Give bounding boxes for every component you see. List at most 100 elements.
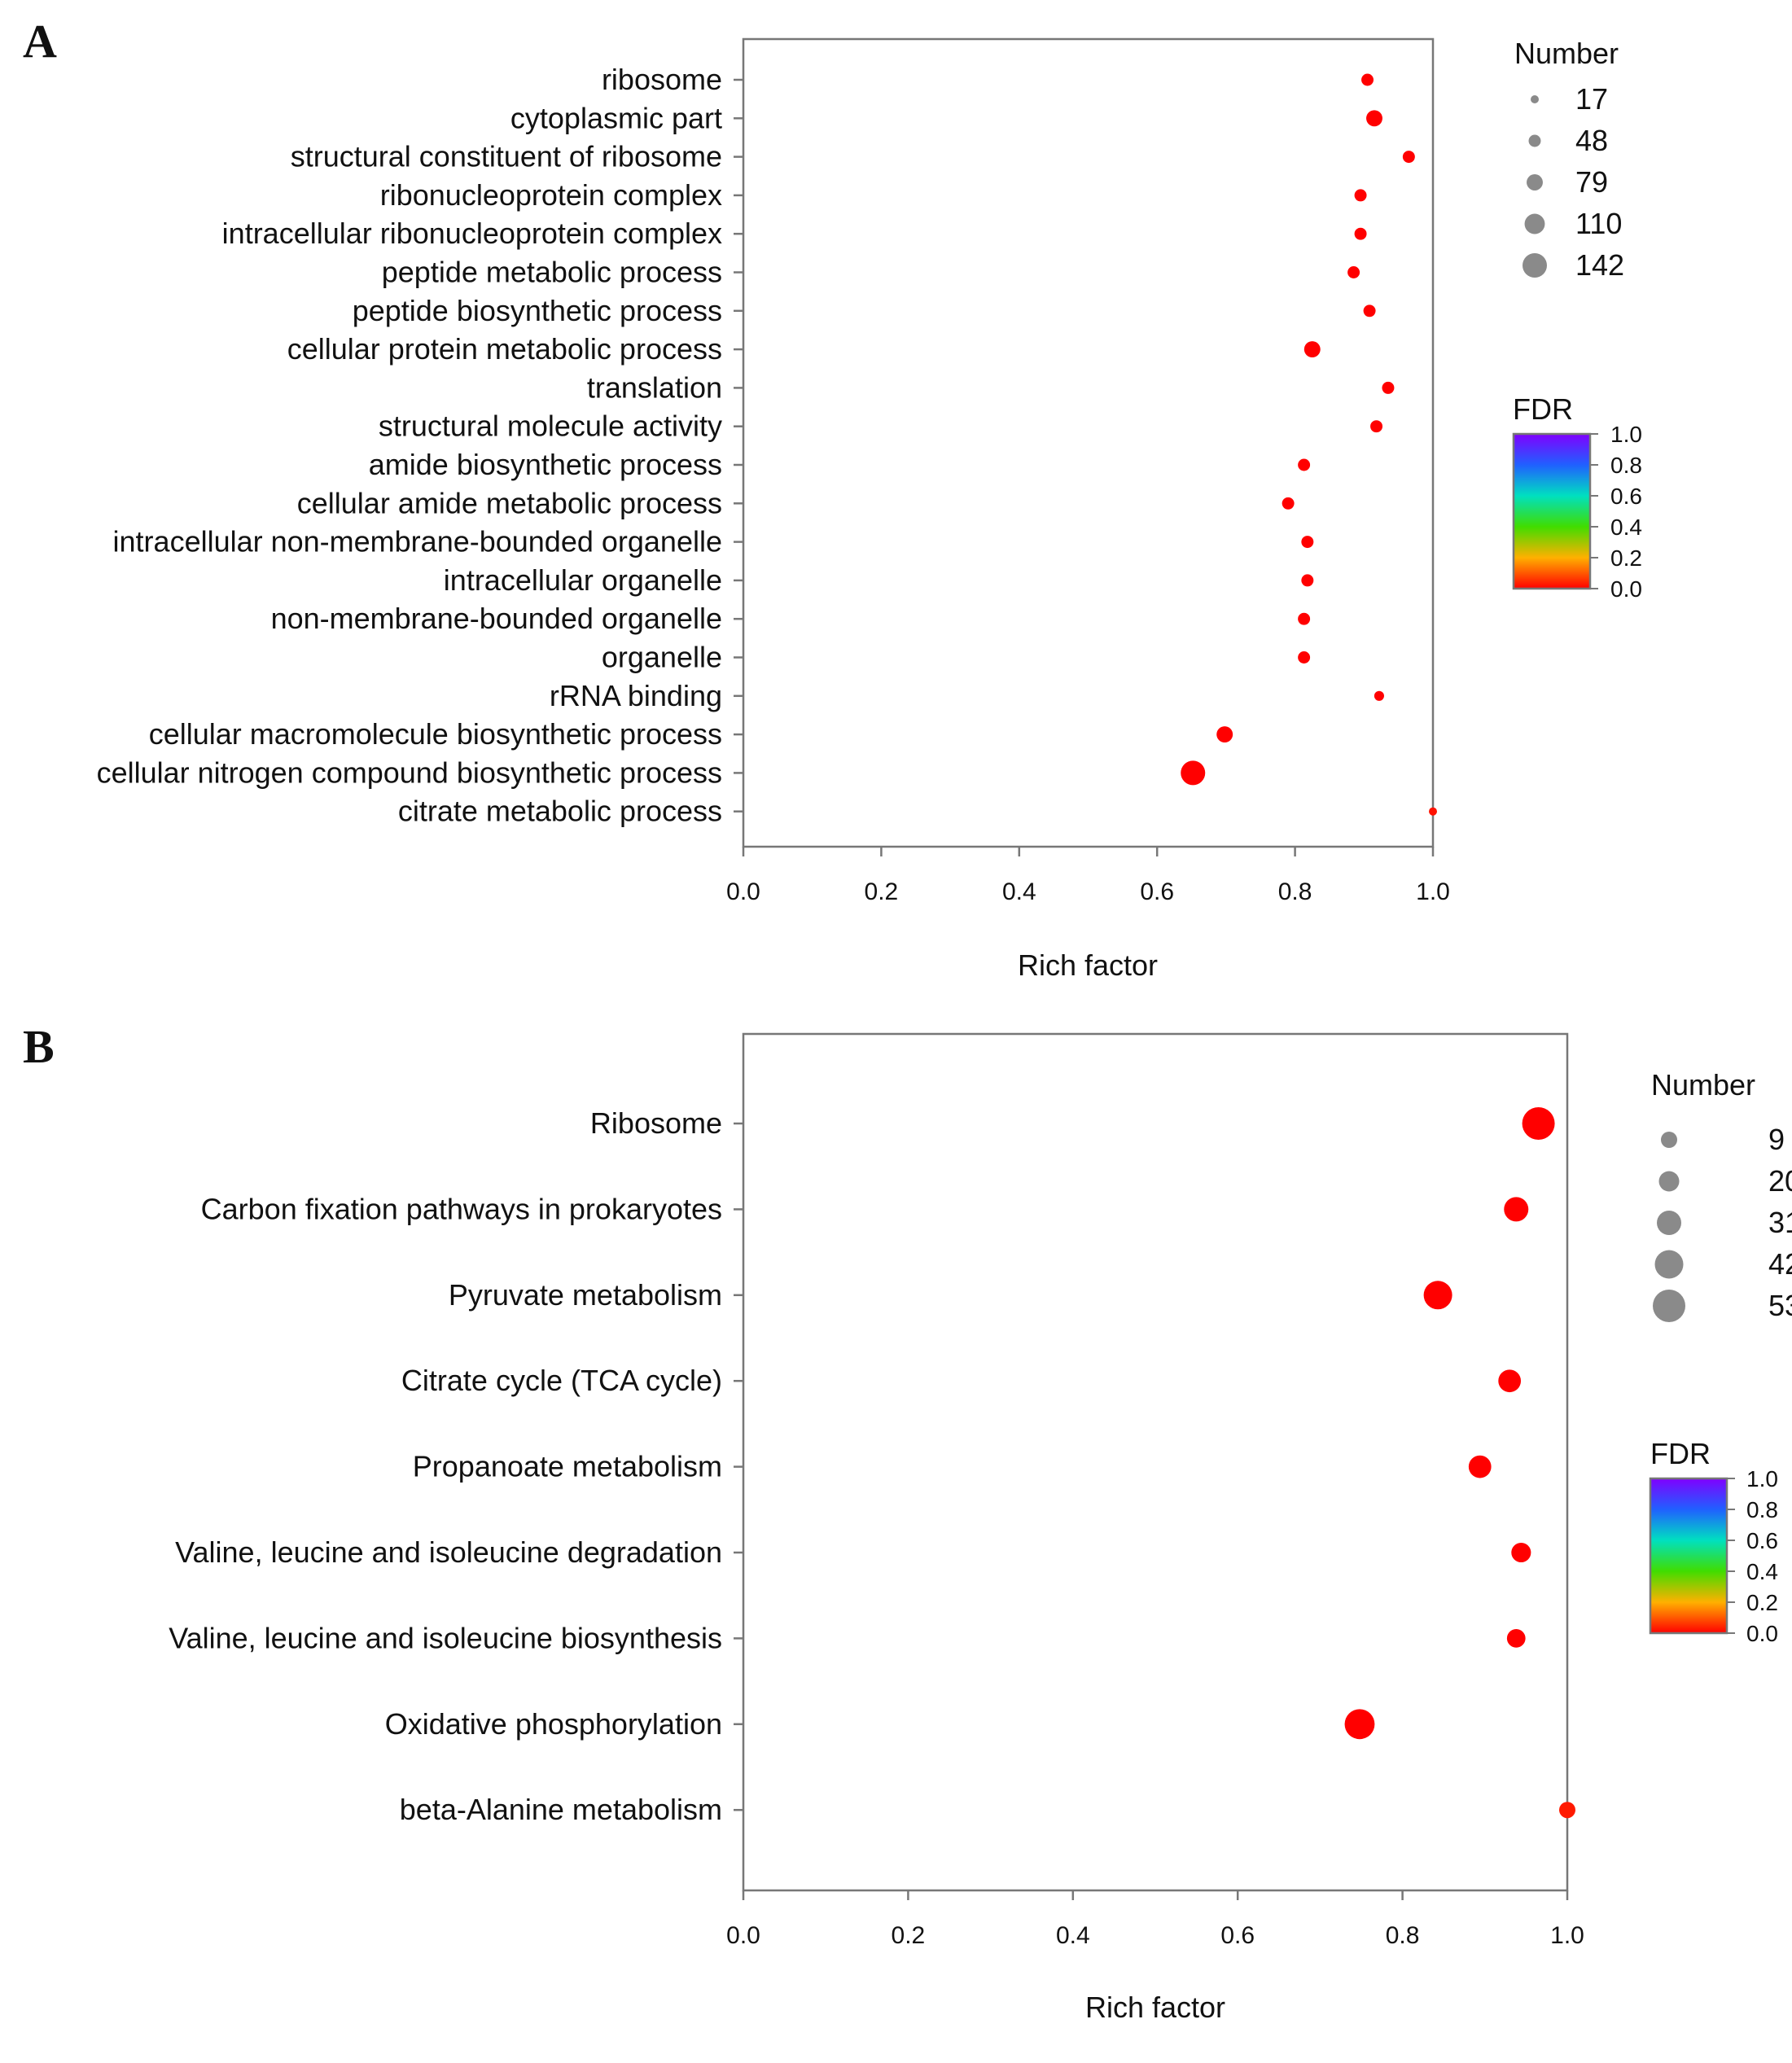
fdr-tick-label: 1.0 [1610, 422, 1642, 447]
y-category-label: ribonucleoprotein complex [380, 178, 722, 212]
data-point [1498, 1369, 1522, 1393]
y-category-label: Valine, leucine and isoleucine biosynthe… [169, 1621, 722, 1654]
fdr-colorbar [1512, 432, 1592, 590]
plot-frame [742, 37, 1435, 848]
size-legend-value: 79 [1575, 165, 1608, 199]
y-category-label: cellular nitrogen compound biosynthetic … [97, 756, 722, 789]
y-category-label: Valine, leucine and isoleucine degradati… [175, 1535, 722, 1569]
x-tick-label: 1.0 [1550, 1922, 1584, 1949]
data-point [1344, 1709, 1375, 1740]
data-point [1361, 73, 1374, 86]
y-category-label: non-membrane-bounded organelle [271, 602, 722, 635]
y-category-label: cellular macromolecule biosynthetic proc… [149, 717, 722, 751]
y-category-label: Carbon fixation pathways in prokaryotes [201, 1192, 722, 1225]
panel-b-chart: Ribosome Carbon fixation pathways in prok… [169, 1032, 1792, 2024]
x-tick-label: 0.6 [1220, 1922, 1255, 1949]
data-point [1468, 1455, 1492, 1478]
x-tick-label: 0.8 [1386, 1922, 1420, 1949]
fdr-tick-label: 0.2 [1746, 1590, 1778, 1615]
size-legend-value: 48 [1575, 124, 1608, 157]
data-point [1298, 458, 1311, 471]
data-point [1216, 726, 1233, 743]
fdr-legend-title: FDR [1650, 1437, 1711, 1470]
data-point [1298, 651, 1311, 664]
data-point [1374, 690, 1384, 701]
data-point [1522, 1107, 1555, 1140]
size-legend-value: 31 [1768, 1206, 1792, 1239]
y-category-label: intracellular non-membrane-bounded organ… [113, 525, 722, 558]
size-legend-value: 17 [1575, 82, 1608, 116]
fdr-tick-label: 1.0 [1746, 1466, 1778, 1491]
panel-a-label: A [23, 15, 57, 68]
y-category-label: intracellular organelle [444, 563, 722, 597]
fdr-tick-label: 0.4 [1746, 1559, 1778, 1584]
y-category-label: amide biosynthetic process [369, 448, 722, 481]
y-category-label: structural constituent of ribosome [291, 140, 722, 173]
y-category-label: organelle [602, 641, 722, 674]
data-point [1282, 497, 1295, 510]
y-category-label: Propanoate metabolism [413, 1450, 722, 1483]
panel-b-label: B [23, 1020, 55, 1073]
y-category-label: cytoplasmic part [510, 101, 722, 134]
size-legend-marker [1658, 1171, 1680, 1192]
y-category-label: cellular protein metabolic process [287, 332, 722, 366]
data-point [1506, 1629, 1526, 1648]
fdr-tick-label: 0.8 [1610, 453, 1642, 478]
size-legend-marker [1661, 1132, 1677, 1148]
x-tick-label: 0.0 [726, 1922, 760, 1949]
y-category-label: cellular amide metabolic process [297, 486, 722, 519]
x-tick-label: 0.6 [1140, 878, 1174, 905]
data-point [1354, 227, 1367, 240]
y-category-label: Pyruvate metabolism [449, 1278, 722, 1312]
y-category-label: citrate metabolic process [398, 795, 722, 828]
data-point [1301, 536, 1314, 549]
size-legend-value: 110 [1575, 207, 1622, 240]
size-legend-marker [1523, 253, 1547, 278]
y-category-label: translation [587, 370, 722, 404]
x-axis-title: Rich factor [1018, 948, 1158, 982]
data-point [1301, 574, 1314, 587]
data-point [1370, 420, 1383, 433]
x-tick-label: 0.4 [1002, 878, 1036, 905]
data-point [1181, 760, 1206, 786]
size-legend-title: Number [1514, 37, 1619, 70]
size-legend-value: 42 [1768, 1247, 1792, 1281]
x-tick-label: 0.4 [1056, 1922, 1090, 1949]
size-legend-marker [1524, 213, 1545, 234]
size-legend-marker [1657, 1211, 1681, 1235]
y-category-label: Citrate cycle (TCA cycle) [401, 1364, 722, 1397]
y-category-label: structural molecule activity [379, 410, 722, 443]
fdr-colorbar [1649, 1477, 1728, 1635]
data-point [1423, 1281, 1452, 1310]
data-point [1354, 189, 1367, 202]
panel-a-chart: ribosome cytoplasmic part structural const… [97, 37, 1642, 982]
size-legend-value: 9 [1768, 1123, 1785, 1156]
x-tick-label: 0.2 [865, 878, 899, 905]
data-point [1303, 341, 1321, 358]
y-category-label: intracellular ribonucleoprotein complex [222, 217, 722, 250]
size-legend-marker [1528, 134, 1541, 147]
data-point [1382, 381, 1395, 394]
fdr-tick-label: 0.0 [1610, 576, 1642, 602]
y-category-label: peptide metabolic process [382, 256, 722, 289]
y-category-label: beta-Alanine metabolism [400, 1793, 722, 1826]
size-legend-title: Number [1651, 1068, 1755, 1102]
y-category-label: peptide biosynthetic process [353, 294, 722, 327]
fdr-tick-label: 0.8 [1746, 1497, 1778, 1522]
size-legend-marker [1654, 1250, 1684, 1279]
fdr-legend-title: FDR [1513, 392, 1573, 426]
size-legend-marker [1653, 1290, 1685, 1322]
fdr-tick-label: 0.6 [1610, 484, 1642, 509]
fdr-tick-label: 0.0 [1746, 1621, 1778, 1646]
data-point [1366, 110, 1382, 127]
x-axis-title: Rich factor [1085, 1991, 1225, 2024]
data-point [1298, 612, 1311, 625]
size-legend-value: 53 [1768, 1289, 1792, 1322]
data-point [1511, 1542, 1531, 1563]
y-category-label: rRNA binding [550, 679, 722, 712]
data-point [1347, 266, 1360, 278]
x-tick-label: 0.0 [726, 878, 760, 905]
plot-frame [742, 1032, 1569, 1892]
fdr-tick-label: 0.6 [1746, 1528, 1778, 1553]
